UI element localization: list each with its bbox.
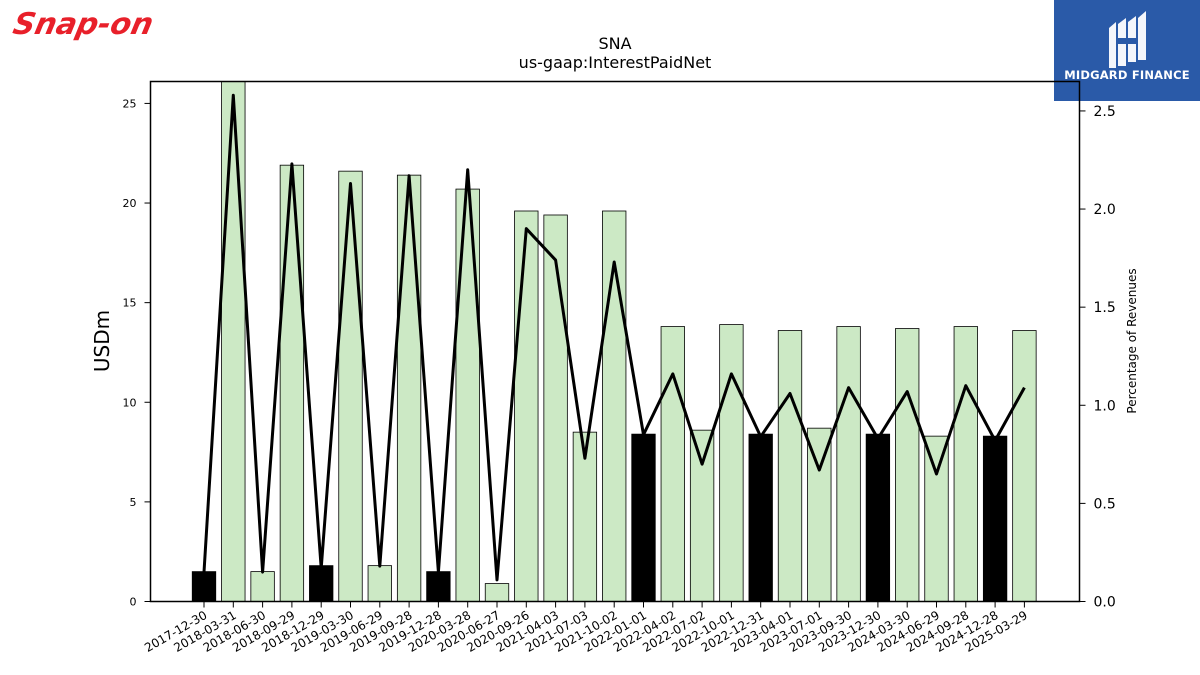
snap-on-logo-text: Snap-on <box>10 7 156 42</box>
chart-subtitle: us-gaap:InterestPaidNet <box>519 53 712 72</box>
bar-2024-06-29 <box>924 435 949 602</box>
bar-2023-04-01 <box>777 330 803 602</box>
x-axis-ticks: 2017-12-302018-03-312018-06-302018-09-29… <box>142 601 1030 655</box>
bar-2019-09-28 <box>396 174 422 602</box>
bar-2024-12-28 <box>982 435 1008 602</box>
bar-2022-01-01 <box>631 433 656 602</box>
y2-axis-label: Percentage of Revenues <box>1125 268 1139 413</box>
y2-axis-ticks: 0.0 0.5 1.0 1.5 2.0 2.5 <box>1079 104 1116 611</box>
bar-2025-03-29 <box>1012 330 1037 602</box>
y-tick-label: 20 <box>123 197 137 210</box>
bar-2020-06-27 <box>484 583 510 602</box>
bar-2022-10-01 <box>719 324 744 602</box>
bar-2020-09-26 <box>514 210 539 602</box>
bar-2019-03-30 <box>338 170 363 602</box>
chart-title: SNA <box>598 34 631 53</box>
bar-2017-12-30 <box>191 571 217 602</box>
bar-2022-04-02 <box>660 326 685 602</box>
y2-tick-label: 2.5 <box>1094 104 1116 120</box>
midgard-emblem-icon <box>1109 11 1146 68</box>
y2-tick-label: 1.5 <box>1094 300 1116 316</box>
plot-frame <box>149 80 1081 603</box>
bar-2023-09-30 <box>836 326 861 602</box>
bar-2024-03-30 <box>895 328 920 602</box>
y2-tick-label: 1.0 <box>1094 398 1116 414</box>
y2-tick-label: 0.5 <box>1094 496 1116 512</box>
midgard-finance-logo: MIDGARD FINANCE <box>1054 0 1200 101</box>
bar-2022-07-02 <box>689 429 715 602</box>
bar-2019-06-29 <box>367 565 392 602</box>
bar-2019-12-28 <box>426 571 451 602</box>
ratio-line-group <box>202 93 1026 582</box>
bar-2018-03-31 <box>221 81 246 602</box>
y2-tick-label: 2.0 <box>1094 202 1116 218</box>
midgard-finance-logo-text: MIDGARD FINANCE <box>1064 68 1190 82</box>
ratio-line <box>202 93 1026 582</box>
bar-2020-03-28 <box>455 188 480 602</box>
bar-2023-07-01 <box>807 427 832 602</box>
y-tick-label: 10 <box>123 396 137 409</box>
y-tick-label: 0 <box>130 596 137 609</box>
bar-2022-12-31 <box>748 433 773 602</box>
bar-2021-04-03 <box>543 214 568 602</box>
bar-2018-06-30 <box>250 571 275 602</box>
bar-2023-12-30 <box>865 433 891 602</box>
y-tick-label: 15 <box>123 297 137 310</box>
snap-on-logo: Snap-on <box>10 7 156 42</box>
y-tick-label: 25 <box>123 97 137 110</box>
bar-2024-09-28 <box>953 326 978 602</box>
bar-2018-12-29 <box>309 565 334 602</box>
y-tick-label: 5 <box>130 496 137 509</box>
bar-2018-09-29 <box>279 164 305 602</box>
y2-tick-label: 0.0 <box>1094 595 1116 611</box>
y-axis-ticks: 0 5 10 15 20 25 <box>123 97 151 609</box>
y-axis-label: USDm <box>90 310 114 372</box>
